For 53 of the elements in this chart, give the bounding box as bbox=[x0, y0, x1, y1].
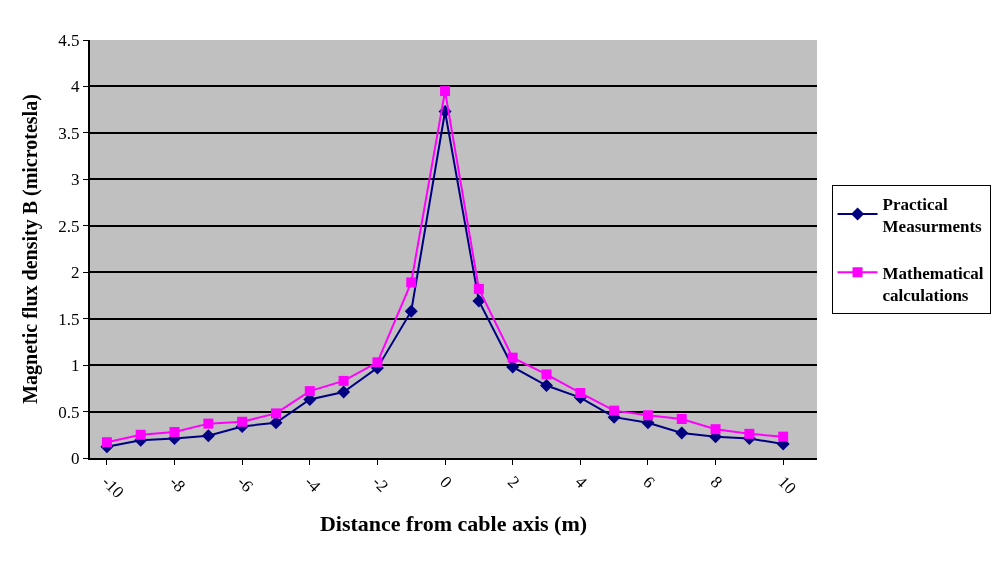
point bbox=[237, 416, 248, 427]
point bbox=[642, 410, 653, 421]
point bbox=[575, 387, 586, 398]
point bbox=[473, 283, 484, 294]
y-tick-label: 1.5 bbox=[58, 309, 80, 329]
x-tick-label: 4 bbox=[571, 472, 592, 493]
x-axis-title: Distance from cable axis (m) bbox=[319, 511, 588, 537]
y-tick-label: 2.5 bbox=[58, 216, 80, 236]
y-tick-label: 1 bbox=[71, 356, 80, 376]
point bbox=[539, 379, 553, 393]
x-tick-label: 0 bbox=[436, 472, 456, 492]
x-tick-label: -2 bbox=[368, 472, 393, 496]
y-tick-label: 3.5 bbox=[58, 123, 80, 143]
point bbox=[169, 426, 180, 437]
x-tick-label: 10 bbox=[774, 472, 800, 498]
point bbox=[778, 431, 789, 442]
point bbox=[270, 408, 281, 419]
point bbox=[507, 352, 518, 363]
legend-label: Mathematical calculations bbox=[882, 263, 984, 306]
y-tick-label: 0 bbox=[71, 448, 80, 468]
y-tick-label: 4 bbox=[71, 77, 81, 97]
point bbox=[337, 385, 351, 399]
point bbox=[609, 405, 620, 416]
point bbox=[304, 386, 315, 397]
point bbox=[201, 429, 215, 443]
x-tick-label: 8 bbox=[706, 472, 727, 492]
y-tick-label: 4.5 bbox=[58, 30, 80, 50]
point bbox=[710, 424, 721, 435]
point bbox=[541, 369, 552, 380]
y-tick-label: 3 bbox=[71, 170, 80, 190]
point bbox=[203, 418, 214, 429]
point bbox=[676, 413, 687, 424]
point bbox=[372, 357, 383, 368]
point bbox=[135, 429, 146, 440]
point bbox=[269, 416, 283, 430]
x-tick-label: -4 bbox=[300, 472, 325, 497]
point bbox=[744, 428, 755, 439]
point bbox=[472, 294, 486, 308]
y-tick-label: 0.5 bbox=[58, 402, 80, 422]
point bbox=[338, 375, 349, 386]
legend-label: Practical Measurments bbox=[882, 194, 983, 236]
point bbox=[675, 426, 689, 440]
y-axis-title: Magnetic flux density B (microtesla) bbox=[19, 94, 43, 404]
x-tick-label: -8 bbox=[165, 472, 190, 496]
x-tick-label: 6 bbox=[639, 472, 659, 492]
point bbox=[404, 304, 418, 318]
point bbox=[406, 277, 417, 288]
x-tick-label: 2 bbox=[503, 472, 524, 492]
x-tick-label: -6 bbox=[233, 472, 257, 496]
point bbox=[101, 437, 112, 448]
point bbox=[440, 86, 451, 97]
y-tick-label: 2 bbox=[71, 263, 80, 283]
x-tick-label: -10 bbox=[98, 472, 128, 502]
